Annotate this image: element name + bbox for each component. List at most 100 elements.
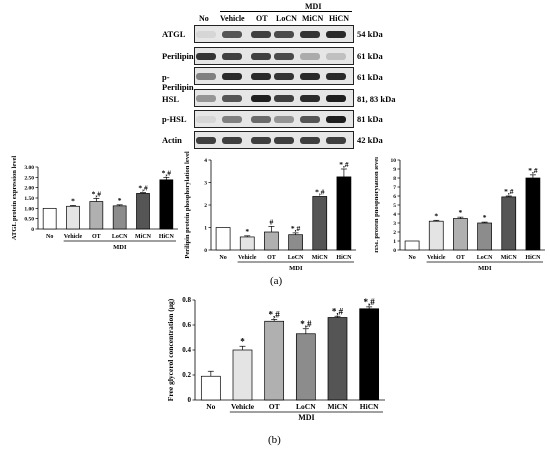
x-tick-label: HiCN (360, 402, 379, 411)
lane-label-no: No (199, 14, 209, 23)
blot-row-label-atgl: ATGL (162, 29, 186, 39)
significance-label: *,# (315, 187, 325, 196)
x-tick-label: HiCN (159, 234, 175, 240)
bar (453, 218, 468, 251)
y-tick-label: 3.00 (24, 165, 34, 171)
y-axis-title: HSL protein phosphorylation level (375, 157, 380, 253)
blot-strip-perilipin (194, 47, 354, 65)
blot-band (300, 94, 320, 102)
blot-kda-perilipin: 61 kDa (357, 51, 383, 61)
lane-label-hicn: HiCN (329, 14, 349, 23)
x-tick-label: LoCN (112, 234, 128, 240)
bar (312, 196, 328, 251)
blot-band (326, 72, 346, 80)
bar (295, 333, 316, 401)
blot-row-label-hsl: HSL (162, 94, 180, 104)
y-tick-label: 0.4 (182, 346, 191, 354)
y-tick-label: 2.50 (24, 175, 34, 181)
blot-row-label-perilipin: Perilipin (162, 51, 194, 61)
x-axis-title: MDI (298, 413, 314, 422)
blot-band (274, 115, 294, 123)
y-tick-label: 8 (393, 176, 396, 182)
significance-label: *,# (339, 160, 349, 169)
blot-band (251, 136, 271, 144)
blot-band (222, 72, 242, 80)
blot-band (251, 52, 271, 60)
blot-band (300, 136, 320, 144)
blot-band (326, 30, 346, 38)
x-tick-label: No (219, 255, 226, 261)
blot-band (196, 136, 216, 144)
blot-group-label: MDI (305, 2, 322, 11)
blot-kda-atgl: 54 kDa (357, 29, 383, 39)
x-axis-title: MDI (478, 265, 492, 272)
x-tick-label: No (408, 255, 415, 261)
bar (159, 179, 174, 230)
y-tick-label: 4 (393, 212, 396, 218)
significance-label: * (71, 196, 75, 205)
blot-strip-actin (194, 131, 354, 149)
x-axis-title: MDI (113, 244, 127, 251)
bar (239, 236, 255, 251)
blot-band (326, 115, 346, 123)
y-tick-label: 9 (393, 167, 396, 173)
chart-hsl: 0 1 2 3 4 5 6 7 8 9 10 No * Vehicle * OT * LoCN *,# MiCN *,#… (375, 157, 545, 272)
lane-label-locn: LoCN (276, 14, 297, 23)
lane-label-micn: MiCN (302, 14, 324, 23)
significance-label: *,# (504, 187, 514, 196)
blot-band (274, 52, 294, 60)
y-tick-label: 3 (204, 181, 207, 187)
blot-band (300, 30, 320, 38)
x-tick-label: OT (456, 255, 465, 261)
bar (136, 193, 150, 230)
lane-label-vehicle: Vehicle (220, 14, 245, 23)
y-axis-title: ATGL protein expression level (11, 156, 18, 241)
blot-band (222, 94, 242, 102)
bar (428, 220, 444, 251)
y-tick-label: 0 (393, 248, 396, 254)
y-axis-title: Perilipin protein phosphorylation level (184, 151, 191, 259)
blot-band (196, 52, 216, 60)
y-tick-label: 4 (204, 158, 207, 164)
bar (336, 176, 352, 251)
significance-label: * (118, 196, 122, 205)
blot-strip-p-hsl (194, 110, 354, 128)
x-tick-label: OT (269, 402, 280, 411)
blot-kda-p-hsl: 81 kDa (357, 114, 383, 124)
blot-band (274, 94, 294, 102)
x-tick-label: MiCN (328, 402, 349, 411)
y-tick-label: 1.50 (24, 196, 34, 202)
x-axis-title: MDI (289, 265, 303, 272)
blot-band (196, 30, 216, 38)
blot-band (196, 115, 216, 123)
bar (89, 201, 104, 230)
blot-band (196, 94, 216, 102)
panel-label-a: (a) (270, 275, 283, 287)
blot-band (196, 72, 216, 80)
x-tick-label: Vehicle (238, 255, 257, 261)
blot-band (274, 136, 294, 144)
blot-band (251, 115, 271, 123)
bar (264, 231, 279, 251)
blot-kda-p-perilipin: 61 kDa (357, 72, 383, 82)
y-tick-label: 2 (204, 203, 207, 209)
x-tick-label: LoCN (288, 255, 304, 261)
bar (501, 196, 517, 251)
chart-glycerol: 0 0.2 0.4 0.6 0.8 No * Vehicle *,# OT *,# LoCN *,# Mi… (166, 296, 385, 422)
x-tick-label: LoCN (477, 255, 493, 261)
bar (112, 205, 127, 230)
significance-label: *,# (269, 309, 281, 319)
x-tick-label: No (206, 402, 215, 411)
y-tick-label: 1 (393, 239, 396, 245)
significance-label: *,# (300, 319, 312, 329)
y-tick-label: 10 (391, 158, 397, 164)
blot-band (222, 115, 242, 123)
chart-perilipin: 0 1 2 3 4 No * Vehicle # OT *,# LoCN *,# MiCN *,# HiCN M… (184, 151, 356, 272)
y-tick-label: 0.50 (24, 217, 34, 223)
blot-band (326, 136, 346, 144)
y-axis-title: Free glycerol concentration (μg) (166, 298, 175, 401)
significance-label: * (483, 213, 487, 222)
blot-row-label-p-perilipin: p-Perilipin (162, 72, 194, 92)
bar (42, 207, 57, 230)
significance-label: * (434, 211, 438, 220)
